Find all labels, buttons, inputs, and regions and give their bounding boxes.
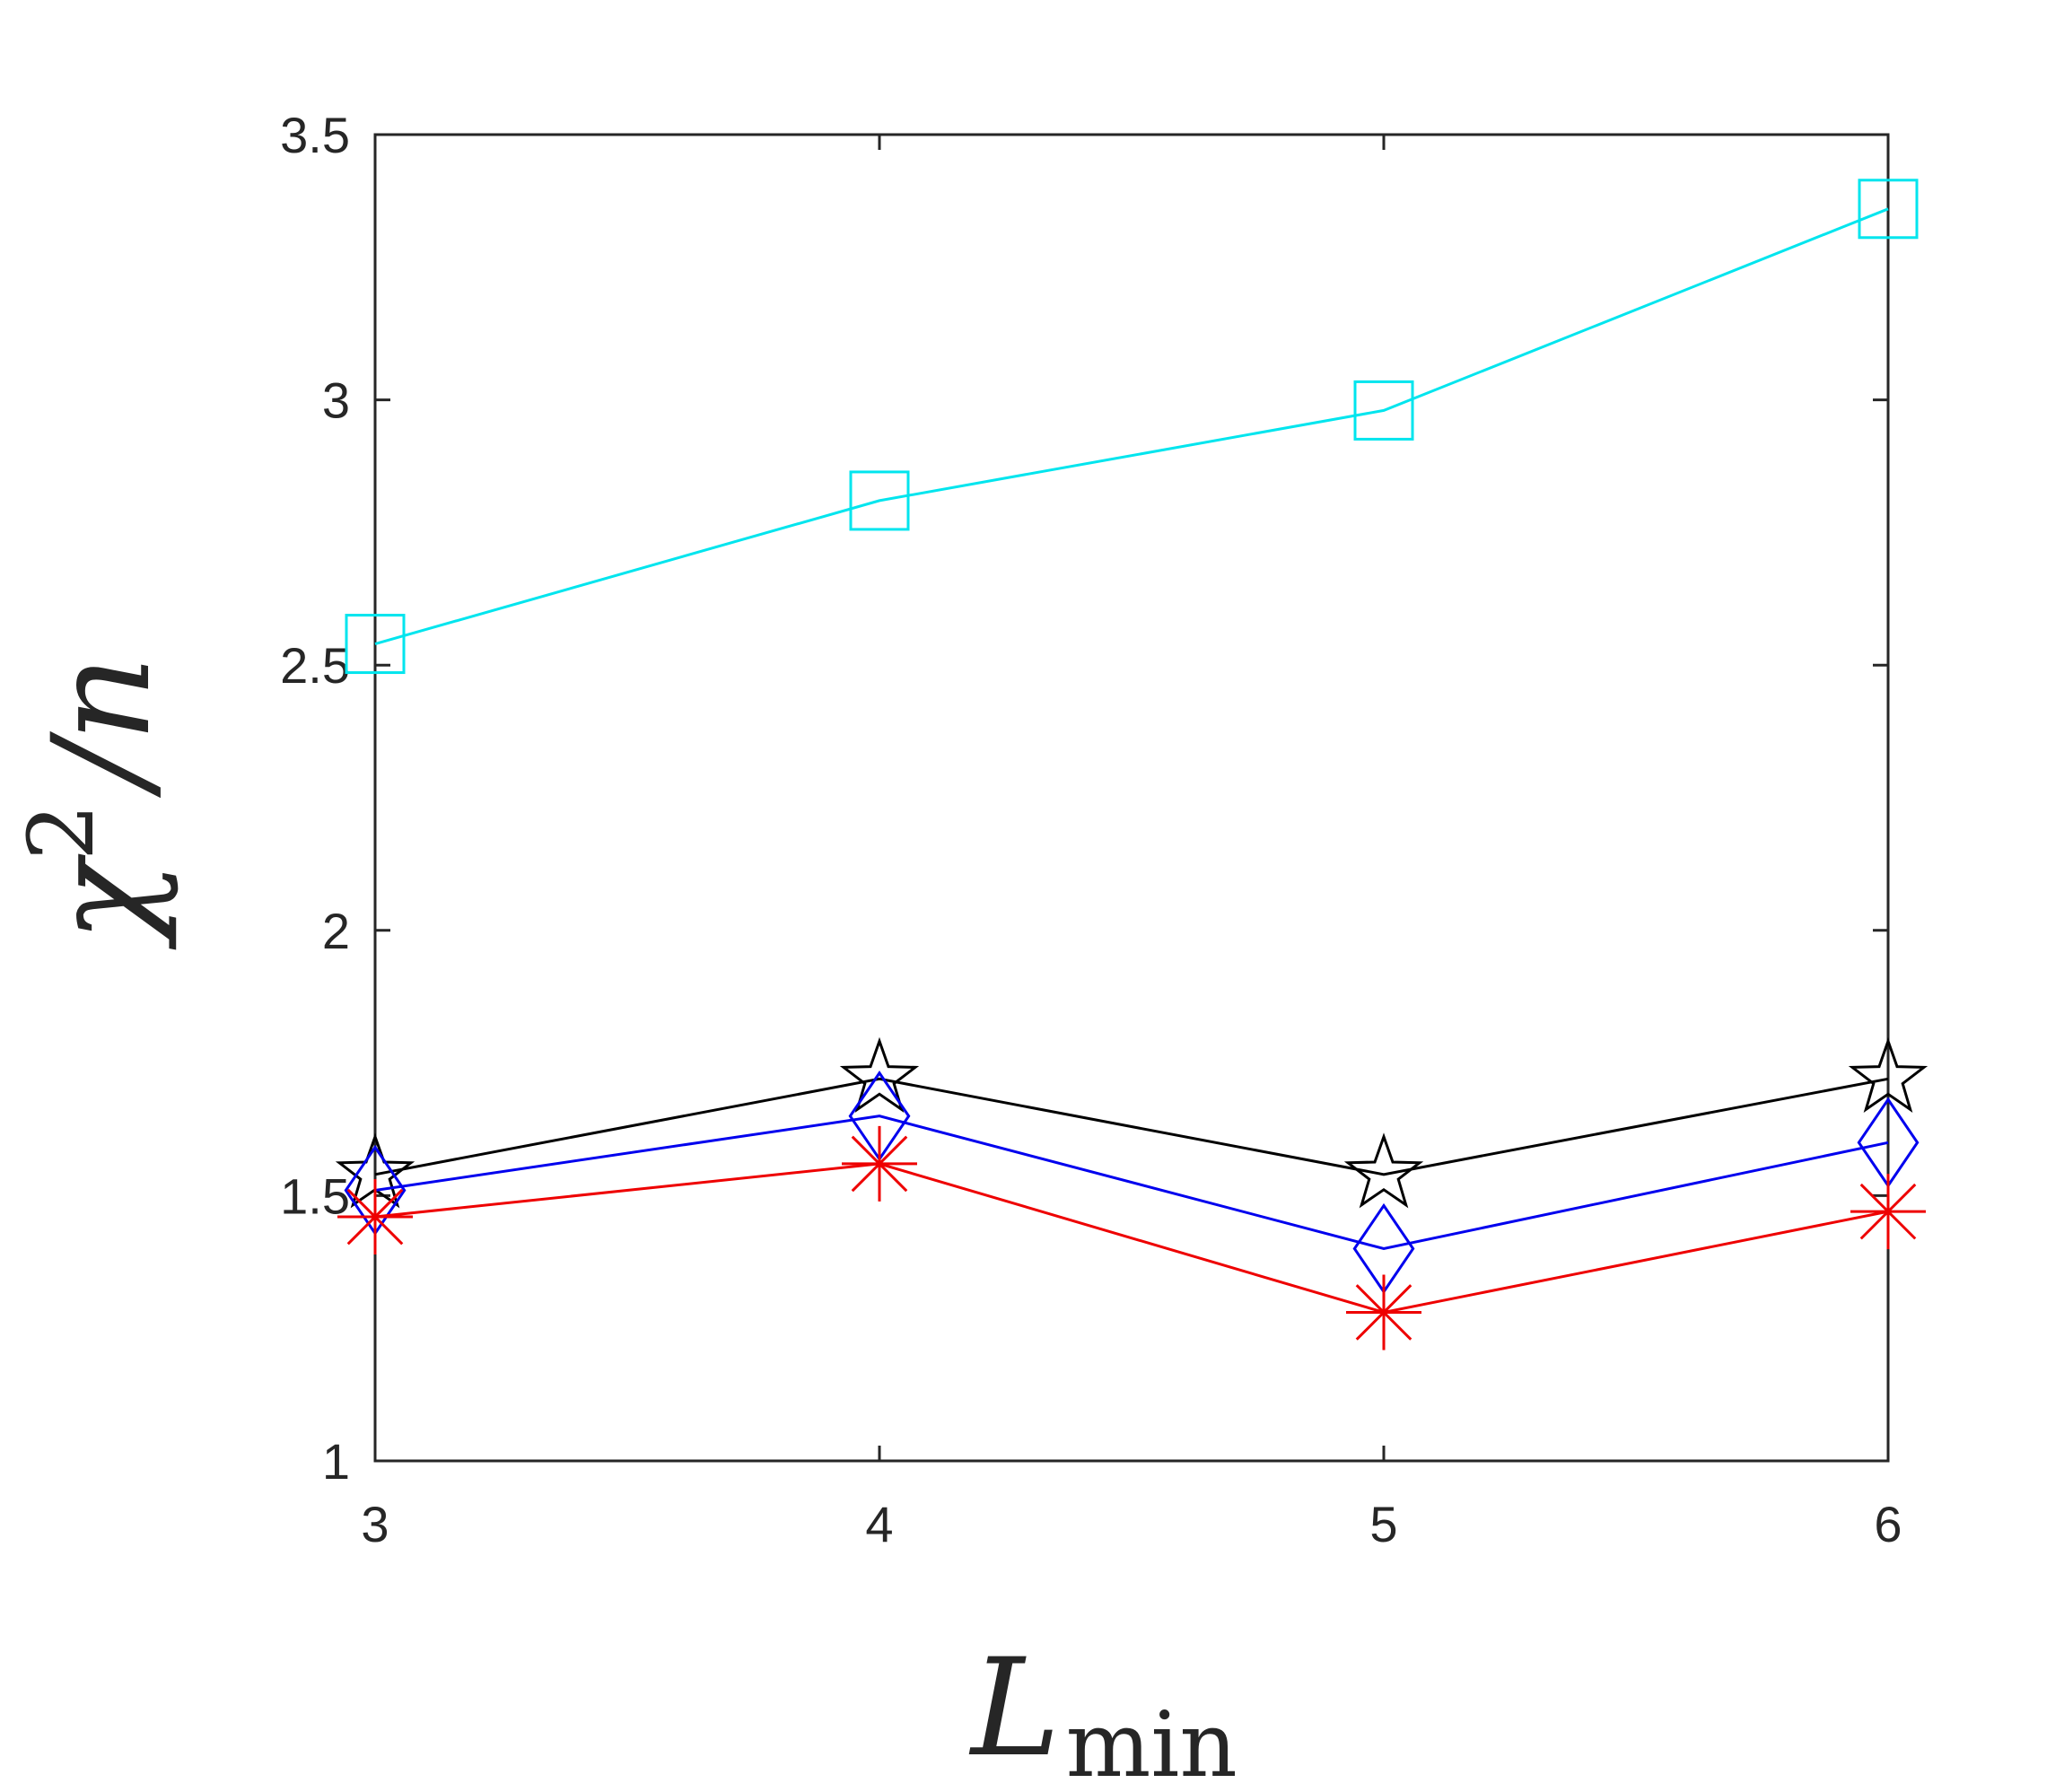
axes-box xyxy=(373,133,1890,1463)
series-black-stars xyxy=(335,1036,1928,1209)
series-group xyxy=(335,179,1928,1351)
x-tick-label: 4 xyxy=(865,1496,893,1552)
y-axis-label-main: χ xyxy=(24,853,180,950)
x-tick-label: 5 xyxy=(1369,1496,1397,1552)
square-marker xyxy=(1353,380,1414,441)
y-tick-label: 3.5 xyxy=(280,107,350,163)
y-axis-label-rest: /n xyxy=(24,655,180,798)
y-axis-label-sup: 2 xyxy=(9,803,114,861)
series-line-cyan-squares xyxy=(374,207,1889,646)
x-axis-label-sub: min xyxy=(1066,1692,1238,1788)
y-axis-label: χ2/n xyxy=(9,655,180,950)
star-marker xyxy=(1848,1036,1928,1113)
x-axis-label-main: L xyxy=(968,1630,1061,1787)
asterisk-marker xyxy=(337,1179,413,1255)
series-line-red-asterisks xyxy=(374,1162,1889,1315)
star-marker xyxy=(839,1036,920,1113)
square-marker xyxy=(345,614,406,675)
series-cyan-squares xyxy=(345,179,1919,675)
asterisk-marker xyxy=(842,1125,917,1202)
y-tick-label: 1.5 xyxy=(280,1167,350,1224)
asterisk-marker xyxy=(1850,1174,1926,1250)
series-red-asterisks xyxy=(337,1125,1926,1351)
series-line-blue-diamonds xyxy=(374,1115,1889,1251)
square-marker xyxy=(849,470,910,531)
y-tick-label: 1 xyxy=(322,1433,350,1490)
star-marker xyxy=(1343,1132,1424,1209)
axes: 3 4 5 6 1 1.5 2 2.5 3 3.5 xyxy=(280,107,1902,1552)
y-tick-label: 2.5 xyxy=(280,637,350,694)
x-axis-label: Lmin xyxy=(968,1630,1238,1788)
square-marker xyxy=(1858,179,1919,240)
series-line-black-stars xyxy=(374,1077,1889,1176)
x-tick-label: 3 xyxy=(361,1496,389,1552)
y-tick-label: 2 xyxy=(322,903,350,959)
x-tick-label: 6 xyxy=(1874,1496,1902,1552)
asterisk-marker xyxy=(1346,1274,1421,1351)
y-tick-label: 3 xyxy=(322,372,350,429)
series-blue-diamonds xyxy=(344,1071,1920,1295)
